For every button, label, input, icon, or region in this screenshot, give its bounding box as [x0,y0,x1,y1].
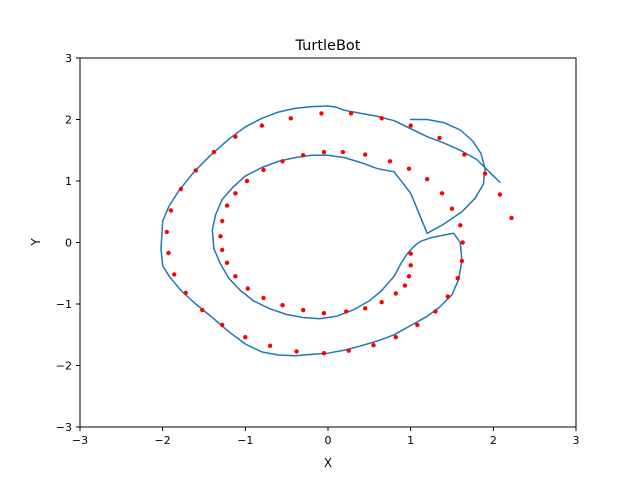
x-axis-label: X [324,456,332,470]
waypoint-marker [321,149,327,155]
waypoint-marker [344,309,349,314]
waypoint-marker [294,349,299,354]
waypoint-marker [164,229,169,235]
waypoint-marker [449,206,455,211]
waypoint-marker [220,322,225,328]
waypoint-marker [509,215,514,221]
waypoint-marker [437,135,442,141]
plot-area [160,105,514,357]
waypoint-marker [433,309,438,314]
waypoint-marker [259,123,265,128]
waypoint-marker [267,343,273,348]
chart-title: TurtleBot [295,38,361,54]
y-tick-label: −2 [56,360,72,373]
waypoint-marker [460,240,465,245]
x-tick-label: 1 [407,434,414,447]
y-axis-label: Y [29,238,43,247]
waypoint-marker [363,152,368,157]
waypoint-marker [321,311,327,316]
x-tick-label: 2 [490,434,497,447]
waypoint-marker [340,149,346,155]
waypoint-marker [224,203,230,208]
y-tick-label: 2 [65,114,72,127]
waypoint-marker [319,111,324,116]
waypoint-marker [172,272,177,277]
trajectory-line [160,105,501,357]
waypoint-marker [455,276,460,281]
waypoint-marker [406,274,412,279]
waypoint-marker [393,335,398,340]
waypoint-marker [348,111,354,116]
x-tick-label: −1 [237,434,253,447]
waypoint-marker [379,300,384,305]
waypoint-marker [261,167,266,173]
waypoint-marker [178,186,184,192]
waypoint-marker [408,251,413,256]
y-tick-label: −1 [56,298,72,311]
waypoint-marker [301,307,306,313]
waypoint-marker [220,218,225,224]
waypoint-marker [321,351,327,356]
waypoint-marker [371,343,376,348]
waypoint-marker [415,322,420,328]
x-tick-label: −3 [72,434,88,447]
waypoint-marker [280,159,285,164]
waypoint-marker [425,177,430,182]
waypoint-marker [233,134,238,139]
waypoint-marker [243,335,248,340]
waypoint-marker [218,234,223,239]
waypoint-marker [346,348,351,353]
waypoint-marker [301,153,306,158]
x-tick-label: 0 [325,434,332,447]
waypoint-marker [379,116,384,121]
waypoint-marker [439,191,445,196]
y-tick-label: −3 [56,421,72,434]
waypoint-marker [168,208,174,213]
waypoint-marker [233,191,238,196]
waypoint-marker [497,192,503,197]
waypoint-marker [233,274,238,279]
waypoint-marker [280,303,285,308]
waypoint-marker [363,306,368,311]
waypoint-marker [224,260,230,265]
waypoint-marker [166,250,171,256]
waypoint-marker [288,116,293,121]
y-tick-label: 0 [65,237,72,250]
waypoint-marker [406,166,412,171]
x-tick-label: −2 [155,434,171,447]
waypoint-marker [261,295,266,301]
waypoint-marker [459,258,465,264]
y-tick-label: 1 [65,175,72,188]
x-tick-label: 3 [573,434,580,447]
waypoint-marker [193,168,198,173]
waypoint-marker [482,171,488,176]
waypoint-marker [408,263,413,268]
waypoint-marker [387,159,393,164]
waypoint-marker [462,152,467,157]
tick-marks: −3 −2 −1 0 1 2 3 −3 −2 −1 0 1 2 3 [56,52,580,447]
waypoint-marker [445,294,451,299]
waypoint-marker [458,223,463,228]
waypoint-marker [402,283,408,288]
waypoint-marker [200,307,205,313]
waypoint-marker [245,286,250,291]
waypoint-marker [183,290,188,296]
waypoint-marker [244,178,250,184]
waypoint-marker [211,149,217,155]
y-tick-label: 3 [65,52,72,65]
waypoint-marker [408,123,413,128]
waypoint-marker [220,247,225,253]
waypoint-marker [393,291,398,296]
